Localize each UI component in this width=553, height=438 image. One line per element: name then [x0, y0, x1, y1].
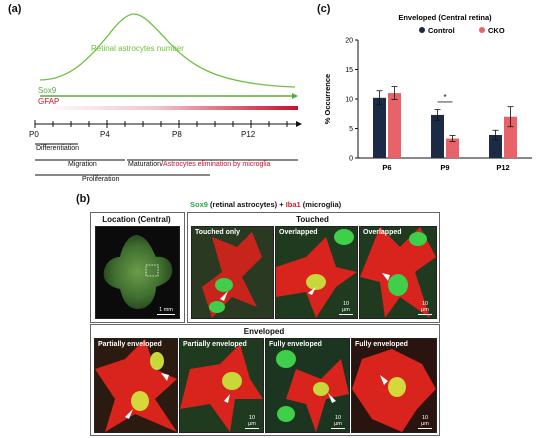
scale-bar: [331, 427, 345, 429]
tile-label-partially-enveloped-1: Partially enveloped: [98, 341, 162, 348]
tile-label-overlapped-2: Overlapped: [363, 229, 402, 236]
legend-marker-control: [419, 27, 425, 33]
sox9-arrowhead: [292, 93, 298, 99]
tick-label-p12: P12: [241, 130, 256, 139]
significance-marker: *: [443, 93, 446, 102]
retina-overview-image: 1 mm: [95, 226, 180, 319]
panel-a-diagram: [34, 13, 302, 176]
tile-overlapped-2: Overlapped 10 μm: [359, 226, 437, 319]
stain-sox9: Sox9: [190, 200, 208, 209]
legend-label-cko: CKO: [488, 26, 505, 35]
gfap-label: GFAP: [38, 97, 60, 106]
tile-label-touched-only: Touched only: [195, 229, 240, 236]
scalebar-overlapped-1: 10 μm: [339, 300, 353, 315]
stain-iba1: Iba1: [285, 200, 301, 209]
scale-location-text: 1 mm: [159, 306, 173, 313]
tile-label-fully-enveloped-2: Fully enveloped: [355, 341, 408, 348]
tick-label-p8: P8: [172, 130, 182, 139]
timeline-ticks: [34, 120, 288, 128]
scale-bar: [245, 427, 259, 429]
enveloped-box: [90, 324, 440, 436]
touched-box: [187, 212, 440, 323]
maturation-text: Maturation/: [128, 161, 164, 168]
scalebar-pe-2: 10 μm: [245, 414, 259, 429]
x-tick-label: P12: [496, 163, 509, 172]
legend-label-control: Control: [428, 26, 455, 35]
maturation-label: Maturation/Astrocytes elimination by mic…: [128, 161, 270, 168]
touched-title: Touched: [296, 215, 329, 224]
scale-bar: [418, 313, 432, 315]
stain-title: Sox9 (retinal astrocytes) + Iba1 (microg…: [190, 200, 341, 209]
tile-partially-enveloped-1: Partially enveloped: [94, 338, 178, 433]
location-title: Location (Central): [102, 215, 171, 224]
tile-label-partially-enveloped-2: Partially enveloped: [183, 341, 247, 348]
tile-overlapped-1: Overlapped 10 μm: [275, 226, 358, 319]
tile-fully-enveloped-2: Fully enveloped 10 μm: [351, 338, 437, 433]
panel-b-letter: (b): [76, 193, 91, 205]
enveloped-title: Enveloped: [243, 327, 285, 336]
y-tick-label: 10: [345, 97, 353, 104]
scale-text: 10 μm: [248, 414, 256, 427]
bar-control: [373, 97, 386, 158]
y-tick-label: 20: [345, 38, 353, 45]
scale-bar: [339, 313, 353, 315]
scalebar-overlapped-2: 10 μm: [418, 300, 432, 315]
proliferation-label: Proliferation: [82, 176, 120, 183]
bar-control: [489, 134, 502, 158]
scale-bar: [418, 427, 432, 429]
curve-label: Retinal astrocytes number: [91, 44, 184, 53]
bar-cko: [504, 116, 517, 158]
legend-marker-cko: [479, 27, 485, 33]
gfap-gradient-bar: [40, 106, 298, 110]
chart-title: Enveloped (Central retina): [398, 13, 492, 22]
scale-text: 10 μm: [421, 414, 429, 427]
x-tick-label: P6: [382, 163, 391, 172]
astrocyte-number-curve: [39, 13, 296, 88]
y-tick-label: 15: [345, 67, 353, 74]
y-axis-label: % Occurrence: [323, 74, 332, 124]
scale-text: 10 μm: [334, 414, 342, 427]
migration-label: Migration: [68, 161, 97, 168]
tile-fully-enveloped-1: Fully enveloped 10 μm: [265, 338, 350, 433]
tile-partially-enveloped-2: Partially enveloped 10 μm: [179, 338, 264, 433]
bar-chart: Enveloped (Central retina) 0 5 10 15 20 % Occu…: [323, 13, 532, 172]
panel-a-letter: (a): [8, 3, 22, 15]
bar-control: [431, 114, 444, 158]
tile-label-overlapped-1: Overlapped: [279, 229, 318, 236]
scalebar-location: 1 mm: [157, 306, 175, 315]
panel-c-letter: (c): [317, 3, 331, 15]
tile-touched-only: Touched only: [191, 226, 274, 319]
y-tick-label: 0: [349, 156, 353, 163]
x-tick-label: P9: [440, 163, 449, 172]
location-box: [90, 212, 185, 323]
differentiation-label: Differentiation: [36, 145, 80, 152]
elimination-text: Astrocytes elimination by microglia: [163, 161, 271, 168]
sox9-label: Sox9: [38, 86, 57, 95]
tile-label-fully-enveloped-1: Fully enveloped: [269, 341, 322, 348]
scale-location-bar: [157, 313, 175, 315]
scale-text: 10 μm: [421, 300, 429, 313]
scalebar-fe-2: 10 μm: [418, 414, 432, 429]
bar-cko: [388, 93, 401, 158]
scale-text: 10 μm: [342, 300, 350, 313]
tick-label-p0: P0: [29, 130, 39, 139]
stain-end: (microglia): [300, 200, 342, 209]
tick-label-p4: P4: [100, 130, 110, 139]
scalebar-fe-1: 10 μm: [331, 414, 345, 429]
y-tick-label: 5: [349, 126, 353, 133]
stain-mid: (retinal astrocytes) +: [207, 200, 286, 209]
bar-cko: [446, 138, 459, 158]
